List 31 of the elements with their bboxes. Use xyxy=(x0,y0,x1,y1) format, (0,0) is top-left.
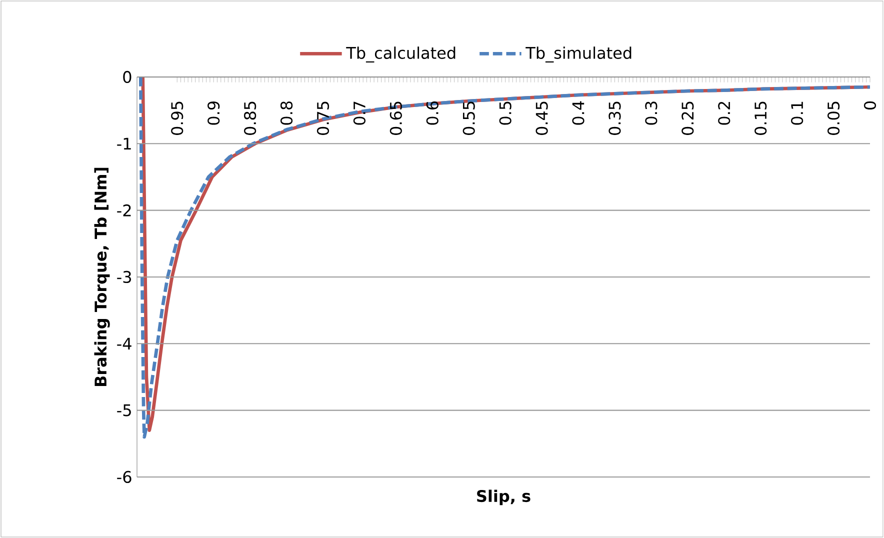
x-tick-label: 0.9 xyxy=(208,101,220,125)
x-tick-label: 0.05 xyxy=(827,102,840,135)
legend-label: Tb_calculated xyxy=(346,46,456,62)
x-tick-label: 0.35 xyxy=(608,102,621,135)
x-tick-label: 0.2 xyxy=(718,102,730,125)
y-axis-title: Braking Torque, Tb [Nm] xyxy=(94,168,110,386)
x-tick-label: 0.25 xyxy=(682,102,694,135)
y-tick-label: -3 xyxy=(117,270,131,284)
legend-label: Tb_simulated xyxy=(526,46,632,62)
x-tick-label: 0.95 xyxy=(171,102,184,135)
x-tick-label: 0.1 xyxy=(791,102,804,125)
x-tick-label: 0.6 xyxy=(426,101,438,125)
x-axis-title: Slip, s xyxy=(477,490,530,506)
y-tick-label: -4 xyxy=(117,338,132,350)
y-tick-label: -2 xyxy=(117,204,131,216)
x-tick-label: 0.4 xyxy=(572,101,584,125)
x-tick-label: 0.85 xyxy=(244,102,256,135)
x-tick-label: 0.5 xyxy=(499,102,512,125)
y-tick-label: -6 xyxy=(117,470,132,484)
x-tick-label: 0.3 xyxy=(645,102,658,125)
x-tick-label: 0.45 xyxy=(536,102,548,135)
x-tick-label: 0.7 xyxy=(353,102,366,125)
y-tick-label: -1 xyxy=(117,138,131,150)
x-tick-label: 0.75 xyxy=(316,102,330,135)
x-tick-label: 0.55 xyxy=(462,102,475,135)
x-tick-label: 0 xyxy=(864,101,876,110)
x-tick-label: 0.65 xyxy=(390,102,402,135)
y-tick-label: 0 xyxy=(123,70,132,84)
x-tick-label: 0.15 xyxy=(754,102,767,135)
y-tick-label: -5 xyxy=(117,404,131,416)
x-tick-label: 0.8 xyxy=(280,101,293,125)
